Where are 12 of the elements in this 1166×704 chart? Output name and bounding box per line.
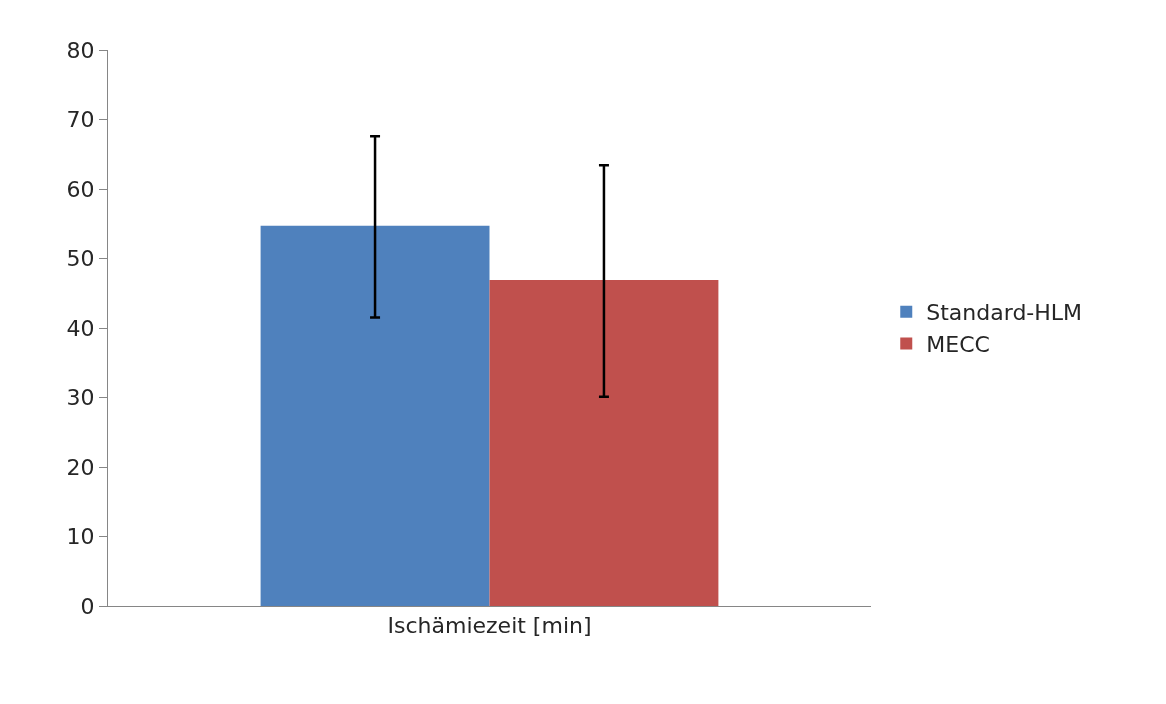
y-tick-label: 20 bbox=[66, 454, 95, 480]
y-tick-label: 80 bbox=[66, 37, 95, 63]
y-tick-label: 60 bbox=[66, 176, 95, 202]
y-tick-label: 0 bbox=[80, 593, 95, 619]
y-tick-label: 50 bbox=[66, 246, 95, 272]
x-tick-label: Ischämiezeit [min] bbox=[387, 613, 592, 639]
y-tick-label: 30 bbox=[66, 385, 95, 411]
y-tick-label: 10 bbox=[66, 524, 95, 550]
legend-label: MECC bbox=[926, 331, 990, 357]
y-tick-label: 70 bbox=[66, 107, 95, 133]
legend-label: Standard-HLM bbox=[926, 300, 1083, 326]
y-tick-label: 40 bbox=[66, 315, 95, 341]
